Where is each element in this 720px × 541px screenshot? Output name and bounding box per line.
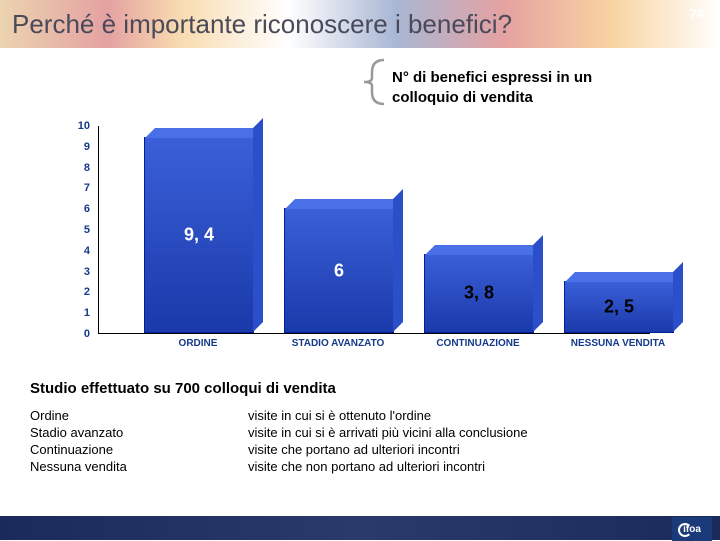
page-number: 74 (690, 6, 704, 21)
legend-def: visite che non portano ad ulteriori inco… (248, 459, 485, 474)
bar-value: 3, 8 (464, 283, 494, 304)
legend-row: Stadio avanzatovisite in cui si è arriva… (30, 425, 528, 440)
ifoa-logo: ifoa (672, 517, 712, 541)
bar-value: 6 (334, 260, 344, 281)
bar: 9, 4 (144, 137, 254, 333)
y-tick: 6 (84, 203, 90, 215)
bracket-icon (358, 58, 384, 106)
x-label: ORDINE (133, 338, 263, 349)
y-tick: 5 (84, 224, 90, 236)
y-tick: 7 (84, 182, 90, 194)
x-label: NESSUNA VENDITA (553, 338, 683, 349)
legend-row: Continuazionevisite che portano ad ulter… (30, 442, 528, 457)
study-note: Studio effettuato su 700 colloqui di ven… (30, 380, 336, 397)
chart-subtitle: N° di benefici espressi in un colloquio … (392, 68, 592, 107)
y-tick: 8 (84, 162, 90, 174)
y-tick: 4 (84, 245, 90, 257)
legend-term: Stadio avanzato (30, 425, 248, 440)
bar-value: 9, 4 (184, 225, 214, 246)
legend-def: visite che portano ad ulteriori incontri (248, 442, 460, 457)
legend-term: Ordine (30, 408, 248, 423)
bar: 3, 8 (424, 254, 534, 333)
plot-area: 9, 4 6 3, 8 2, 5 (98, 126, 650, 334)
y-tick: 0 (84, 328, 90, 340)
y-tick: 3 (84, 266, 90, 278)
bar: 2, 5 (564, 281, 674, 333)
legend-row: Ordinevisite in cui si è ottenuto l'ordi… (30, 408, 528, 423)
y-tick: 9 (84, 141, 90, 153)
legend-def: visite in cui si è ottenuto l'ordine (248, 408, 431, 423)
bar-chart: 9, 463, 82, 5 109876543210ORDINESTADIO A… (70, 126, 650, 354)
slide-title: Perché è importante riconoscere i benefi… (0, 9, 512, 40)
bar-value: 2, 5 (604, 297, 634, 318)
y-tick: 10 (78, 120, 90, 132)
bar: 6 (284, 208, 394, 333)
legend-term: Nessuna vendita (30, 459, 248, 474)
slide-footer (0, 516, 720, 540)
x-label: CONTINUAZIONE (413, 338, 543, 349)
x-label: STADIO AVANZATO (273, 338, 403, 349)
slide-header: Perché è importante riconoscere i benefi… (0, 0, 720, 48)
legend-def: visite in cui si è arrivati più vicini a… (248, 425, 528, 440)
y-tick: 1 (84, 307, 90, 319)
legend-row: Nessuna venditavisite che non portano ad… (30, 459, 528, 474)
y-tick: 2 (84, 286, 90, 298)
legend-table: Ordinevisite in cui si è ottenuto l'ordi… (30, 408, 528, 476)
legend-term: Continuazione (30, 442, 248, 457)
